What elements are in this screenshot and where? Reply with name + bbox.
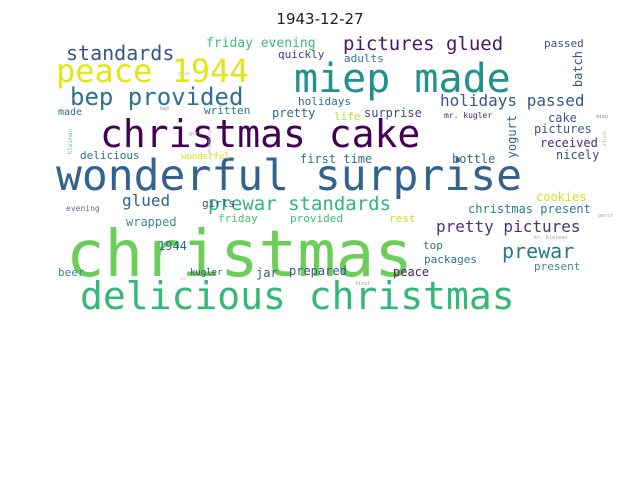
cloud-word: passed xyxy=(544,37,584,50)
cloud-word: bep provided xyxy=(70,83,244,111)
cloud-word: delicious christmas xyxy=(80,274,515,318)
cloud-word: wonderful surprise xyxy=(56,151,522,201)
cloud-word: kleiman xyxy=(67,129,74,155)
cloud-word: girl xyxy=(189,131,202,137)
cloud-word: prepared xyxy=(289,264,347,278)
cloud-word: present xyxy=(534,260,581,273)
cloud-word: girls xyxy=(202,197,236,210)
cloud-word: pretty xyxy=(272,106,316,120)
cloud-word: peace xyxy=(393,265,430,279)
cloud-word: friday xyxy=(218,212,258,225)
cloud-word: provided xyxy=(290,212,343,225)
cloud-word: pictures glued xyxy=(343,33,504,55)
cloud-word: cake xyxy=(548,111,577,125)
cloud-word: life xyxy=(334,110,361,123)
cloud-word: glued xyxy=(122,191,171,210)
cloud-word: mr. kugler xyxy=(444,111,493,120)
cloud-word: miep xyxy=(596,114,609,120)
cloud-word: us xyxy=(180,276,187,282)
cloud-word: wonderful xyxy=(181,152,230,162)
cloud-word: 1944 xyxy=(158,239,187,253)
cloud-word: received xyxy=(540,136,598,150)
cloud-word: glue xyxy=(178,71,191,77)
cloud-word: prewar xyxy=(502,239,575,263)
cloud-word: miep made xyxy=(294,56,511,102)
cloud-word: bottle xyxy=(452,152,496,166)
cloud-word: surprise xyxy=(364,106,422,120)
cloud-word: yogurt xyxy=(505,115,519,159)
cloud-word: top xyxy=(423,239,443,252)
cloud-word: adults xyxy=(344,52,384,65)
cloud-word: wrapping xyxy=(207,130,213,155)
cloud-word: jar xyxy=(256,266,278,280)
cloud-word: prewar standards xyxy=(208,193,392,215)
cloud-word: cookies xyxy=(536,190,587,204)
cloud-word: packages xyxy=(424,253,477,266)
cloud-word: bep xyxy=(160,106,170,112)
cloud-word: quickly xyxy=(278,48,325,61)
cloud-word: gerst xyxy=(598,213,614,219)
cloud-word: made xyxy=(58,107,83,118)
cloud-word: pretty pictures xyxy=(436,217,581,236)
cloud-word: holidays passed xyxy=(440,91,585,110)
cloud-word: christmas present xyxy=(468,202,591,216)
cloud-word: peace 1944 xyxy=(56,52,249,90)
cloud-word: wrapped xyxy=(126,215,177,229)
cloud-word: pictures xyxy=(534,122,592,136)
cloud-word: holidays xyxy=(298,95,351,108)
cloud-word: kugler xyxy=(190,268,223,278)
cloud-word: first xyxy=(355,281,371,287)
cloud-word: nicely xyxy=(556,148,600,162)
cloud-word: rest xyxy=(389,212,416,225)
cloud-word: evening xyxy=(66,204,100,213)
cloud-word: christmas xyxy=(66,218,413,292)
cloud-word: christmas cake xyxy=(100,112,421,156)
cloud-word: written xyxy=(204,104,251,117)
wordcloud: christmas wonderful surprise delicious chr… xyxy=(56,33,616,323)
cloud-word: stuck xyxy=(602,131,608,147)
cloud-word: first time xyxy=(300,152,373,166)
cloud-word: mr. kleiman xyxy=(534,235,568,241)
cloud-word: friday evening xyxy=(206,36,316,51)
cloud-word: beer xyxy=(58,266,85,279)
cloud-word: batch xyxy=(571,51,585,88)
cloud-word: standards xyxy=(66,41,175,65)
figure-title: 1943-12-27 xyxy=(276,10,364,28)
cloud-word: delicious xyxy=(80,149,140,162)
